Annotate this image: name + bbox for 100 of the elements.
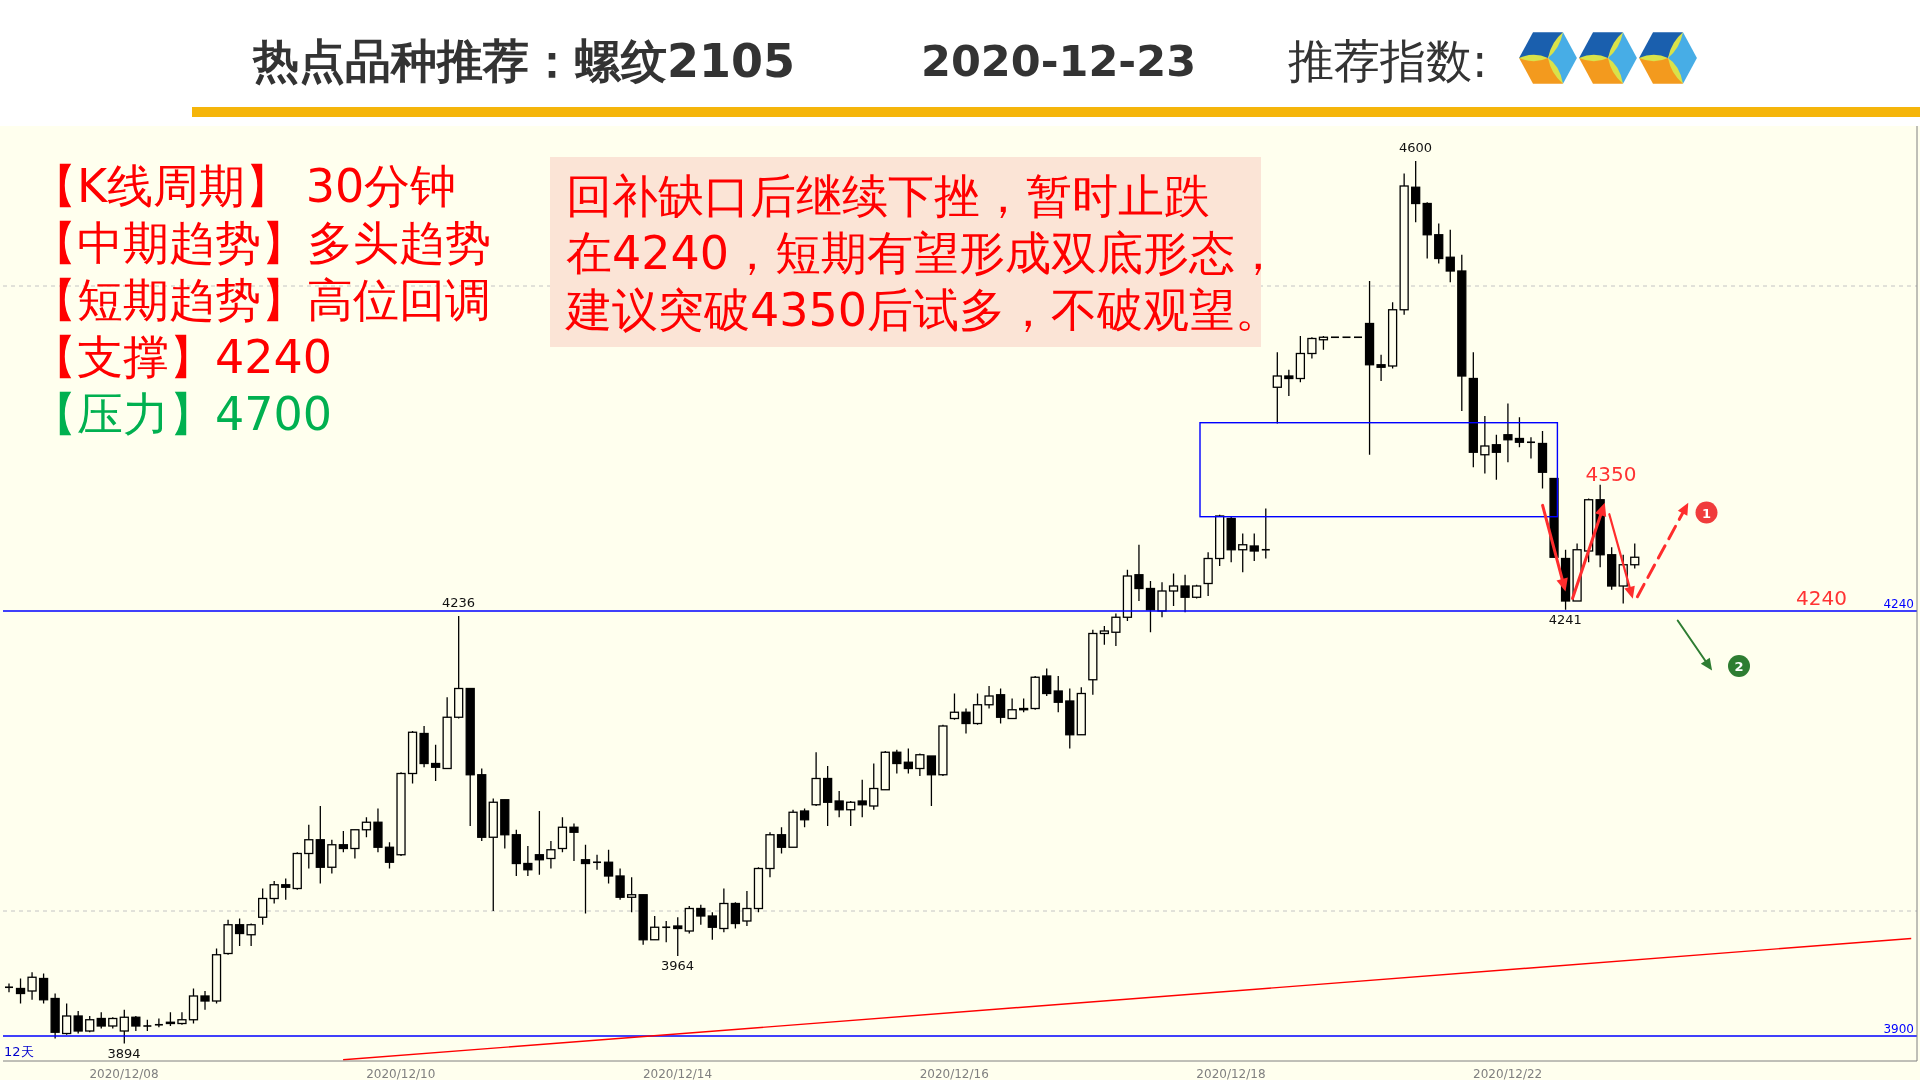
- annotation: 12天: [4, 1043, 34, 1061]
- candlestick: [961, 707, 971, 735]
- x-tick-label: 2020/12/10: [366, 1066, 436, 1080]
- candlestick: [1180, 574, 1190, 613]
- candlestick: [1111, 612, 1121, 647]
- x-tick-label: 2020/12/16: [919, 1066, 989, 1080]
- candlestick: [1503, 402, 1513, 463]
- candlestick: [304, 824, 314, 870]
- annotation: 【K线周期】 30分钟: [31, 158, 457, 215]
- candlestick: [234, 917, 245, 947]
- candlestick: [546, 840, 556, 870]
- annotation: 4600: [1398, 140, 1432, 155]
- candlestick: [592, 854, 602, 871]
- candlestick: [557, 816, 568, 853]
- candlestick: [869, 762, 879, 811]
- candlestick: [650, 915, 660, 941]
- annotation: 1: [1701, 505, 1712, 521]
- candlestick: [834, 790, 844, 818]
- candlestick: [846, 800, 856, 827]
- candlestick: [1145, 580, 1156, 633]
- candlestick: [684, 905, 694, 935]
- candlestick: [1272, 351, 1282, 425]
- candlestick: [27, 971, 37, 1001]
- candlestick: [1134, 544, 1144, 602]
- candlestick: [949, 692, 960, 721]
- candlestick: [1376, 354, 1386, 382]
- candlestick: [177, 1011, 187, 1026]
- candlestick: [1526, 436, 1536, 460]
- candlestick: [73, 1010, 83, 1035]
- candlestick: [603, 849, 614, 885]
- annotation: 4350: [1585, 461, 1637, 487]
- candlestick: [857, 779, 867, 818]
- circle-badge: 1: [1695, 501, 1718, 524]
- candlestick: [430, 744, 441, 782]
- candlestick: [1445, 229, 1455, 283]
- text: 推荐指数:: [1288, 33, 1488, 90]
- annotation: 3894: [107, 1045, 141, 1061]
- candlestick: [1042, 667, 1052, 697]
- annotation: 4240: [1796, 586, 1847, 610]
- circle-badge: 2: [1728, 655, 1750, 677]
- annotation: 在4240，短期有望形成双底形态，: [566, 225, 1282, 282]
- candlestick: [534, 810, 545, 876]
- candlestick: [696, 904, 706, 926]
- candlestick: [742, 890, 752, 927]
- candlestick: [350, 829, 360, 860]
- candlestick: [384, 841, 395, 870]
- candlestick: [903, 747, 913, 775]
- annotation: 【中期趋势】多头趋势: [31, 215, 491, 272]
- candlestick: [361, 816, 372, 838]
- candlestick: [1434, 222, 1444, 265]
- candlestick: [338, 830, 349, 853]
- candlestick: [4, 982, 14, 993]
- annotation: 回补缺口后继续下挫，暂时止跌: [566, 168, 1210, 225]
- candlestick: [38, 972, 49, 1005]
- x-tick-label: 2020/12/22: [1473, 1066, 1543, 1080]
- candlestick: [1307, 336, 1317, 360]
- chart-title: 热点品种推荐：螺纹2105: [253, 33, 796, 90]
- annotation: 4241: [1548, 611, 1582, 627]
- candlestick: [707, 911, 717, 941]
- candlestick: [269, 880, 279, 905]
- candlestick: [15, 977, 26, 1005]
- annotation: 4236: [441, 595, 475, 610]
- candlestick: [327, 839, 337, 875]
- candlestick: [1284, 369, 1294, 397]
- candlestick: [1260, 507, 1271, 560]
- candlestick: [569, 822, 579, 862]
- candlestick: [154, 1017, 164, 1028]
- candlestick: [1514, 416, 1525, 448]
- candlestick: [673, 916, 683, 957]
- candlestick: [776, 826, 787, 855]
- candlestick: [258, 887, 268, 926]
- candlestick: [1491, 434, 1502, 481]
- candlestick: [926, 755, 937, 807]
- candlestick: [730, 901, 741, 930]
- ref-line-label: 3900: [1883, 1022, 1914, 1036]
- candlestick: [580, 844, 591, 915]
- candlestick: [626, 876, 637, 913]
- candlestick: [1053, 675, 1063, 713]
- chart-subtitle: 2020-12-23: [921, 35, 1197, 88]
- candlestick: [1007, 697, 1017, 720]
- candlestick: [822, 765, 833, 827]
- annotation: 3964: [660, 958, 695, 973]
- candlestick: [188, 987, 199, 1025]
- x-tick-label: 2020/12/08: [89, 1066, 159, 1080]
- annotation: 【支撑】4240: [31, 329, 333, 386]
- candlestick: [200, 990, 210, 1011]
- annotation: 【压力】4700: [31, 386, 333, 443]
- candlestick: [1168, 572, 1179, 607]
- candlestick: [1249, 532, 1259, 562]
- candlestick: [1411, 160, 1421, 223]
- x-tick-label: 2020/12/14: [642, 1066, 713, 1080]
- candlestick: [1238, 532, 1248, 573]
- candlestick: [1157, 581, 1167, 618]
- candlestick: [984, 685, 994, 710]
- candlestick: [119, 1009, 129, 1045]
- annotation: 建议突破4350后试多，不破观望。: [566, 282, 1282, 339]
- candlestick: [1099, 625, 1110, 646]
- candlestick: [892, 749, 902, 775]
- candlestick: [799, 807, 810, 828]
- candlestick: [661, 920, 672, 943]
